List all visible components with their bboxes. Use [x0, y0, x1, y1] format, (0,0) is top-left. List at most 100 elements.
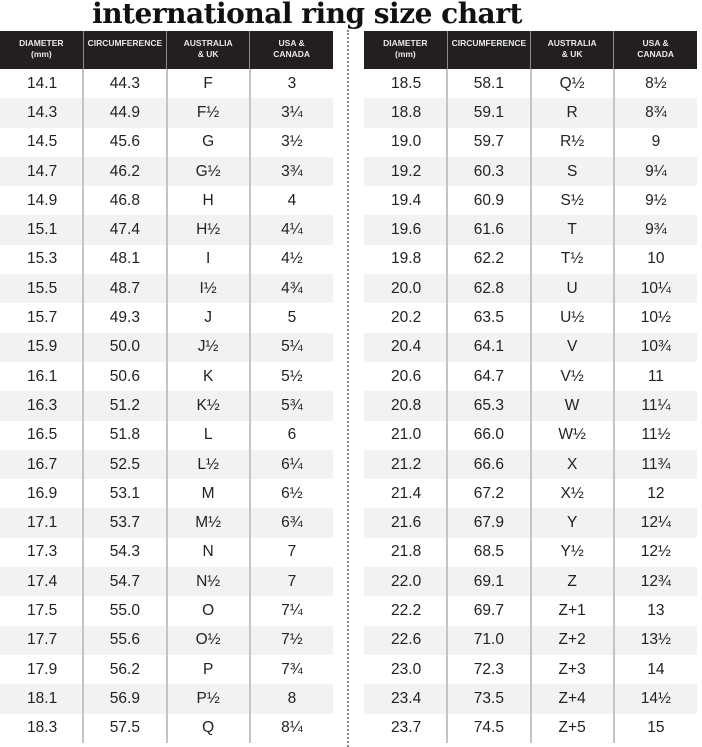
- cell-usa-canada: 9: [651, 133, 661, 151]
- cell-circumference: 68.5: [447, 537, 532, 568]
- cell-circumference: 73.5: [447, 684, 532, 714]
- cell-diameter: 17.1: [0, 508, 85, 538]
- cell-diameter: 14.5: [0, 127, 85, 157]
- cell-usa-canada: 14½: [613, 684, 697, 714]
- table-row: 17.7 55.6 O½ 7½: [0, 625, 333, 655]
- cell-diameter: 16.5: [0, 420, 85, 450]
- column-header-circumference: CIRCUMFERENCE: [83, 31, 168, 69]
- column-header-usa-canada: USA & CANADA: [249, 31, 333, 69]
- cell-australia-uk: R: [530, 98, 615, 128]
- table-row: 17.4 54.7 N½ 7: [0, 567, 333, 597]
- cell-circumference: 44.3: [83, 69, 168, 99]
- cell-usa-canada: 7: [287, 543, 297, 561]
- cell-usa-canada: 12¾: [613, 567, 697, 597]
- cell-diameter: 18.3: [0, 713, 85, 743]
- cell-circumference: 48.1: [83, 244, 168, 275]
- cell-australia-uk: Z+4: [530, 684, 615, 714]
- cell-australia-uk: H½: [166, 215, 251, 245]
- header-text: (mm): [30, 49, 52, 59]
- cell-circumference: 56.2: [83, 654, 168, 685]
- header-text: USA &: [278, 38, 305, 48]
- table-row: 15.9 50.0 J½ 5¼: [0, 332, 333, 362]
- cell-australia-uk: P: [166, 654, 251, 685]
- cell-australia-uk: Z+1: [530, 596, 615, 626]
- cell-usa-canada: 4: [287, 191, 297, 209]
- table-row: 23.7 74.5 Z+5 15: [364, 713, 697, 743]
- cell-australia-uk: V½: [530, 361, 615, 392]
- table-row: 20.8 65.3 W 11¼: [364, 391, 697, 421]
- cell-australia-uk: I½: [166, 274, 251, 304]
- column-header-diameter: DIAMETER (mm): [0, 31, 84, 69]
- cell-circumference: 58.1: [447, 69, 532, 99]
- table-row: 23.4 73.5 Z+4 14½: [364, 684, 697, 714]
- cell-diameter: 22.0: [364, 567, 449, 597]
- cell-circumference: 47.4: [83, 215, 168, 245]
- cell-usa-canada: 8¾: [613, 98, 697, 128]
- cell-circumference: 60.3: [447, 156, 532, 187]
- page-title: international ring size chart: [92, 0, 522, 30]
- cell-australia-uk: S½: [530, 186, 615, 216]
- cell-circumference: 72.3: [447, 654, 532, 685]
- cell-diameter: 22.2: [364, 596, 449, 626]
- header-text: CIRCUMFERENCE: [87, 38, 163, 48]
- cell-usa-canada: 6½: [281, 484, 303, 502]
- cell-australia-uk: F½: [166, 98, 251, 128]
- cell-usa-canada: 13: [647, 601, 665, 619]
- table-row: 17.1 53.7 M½ 6¾: [0, 508, 333, 538]
- dotted-divider: [347, 30, 349, 747]
- header-text: CIRCUMFERENCE: [451, 38, 527, 48]
- cell-circumference: 74.5: [447, 713, 532, 743]
- cell-australia-uk: F: [166, 69, 251, 99]
- cell-australia-uk: M: [166, 479, 251, 509]
- cell-circumference: 49.3: [83, 303, 168, 333]
- cell-diameter: 21.8: [364, 537, 449, 568]
- cell-diameter: 16.9: [0, 479, 85, 509]
- table-row: 19.8 62.2 T½ 10: [364, 244, 697, 275]
- cell-diameter: 15.9: [0, 332, 85, 362]
- cell-diameter: 19.8: [364, 244, 449, 275]
- cell-australia-uk: T½: [530, 244, 615, 275]
- cell-australia-uk: W: [530, 391, 615, 421]
- table-row: 16.7 52.5 L½ 6¼: [0, 449, 333, 480]
- cell-circumference: 45.6: [83, 127, 168, 157]
- table-row: 19.4 60.9 S½ 9½: [364, 186, 697, 216]
- cell-circumference: 56.9: [83, 684, 168, 714]
- cell-diameter: 14.9: [0, 186, 85, 216]
- cell-circumference: 52.5: [83, 449, 168, 480]
- cell-diameter: 17.7: [0, 625, 85, 655]
- cell-australia-uk: R½: [530, 127, 615, 157]
- header-text: CANADA: [637, 49, 675, 59]
- cell-circumference: 60.9: [447, 186, 532, 216]
- cell-diameter: 20.8: [364, 391, 449, 421]
- cell-diameter: 20.4: [364, 332, 449, 362]
- cell-circumference: 61.6: [447, 215, 532, 245]
- cell-circumference: 44.9: [83, 98, 168, 128]
- cell-diameter: 15.3: [0, 244, 85, 275]
- cell-usa-canada: 11½: [641, 426, 671, 444]
- cell-diameter: 16.1: [0, 361, 85, 392]
- table-row: 17.3 54.3 N 7: [0, 537, 333, 568]
- cell-usa-canada: 6: [287, 426, 297, 444]
- table-row: 22.2 69.7 Z+1 13: [364, 596, 697, 626]
- table-row: 17.9 56.2 P 7¾: [0, 654, 333, 685]
- table-row: 21.0 66.0 W½ 11½: [364, 420, 697, 450]
- cell-usa-canada: 11¼: [613, 391, 697, 421]
- column-header-circumference: CIRCUMFERENCE: [447, 31, 532, 69]
- cell-australia-uk: J½: [166, 332, 251, 362]
- cell-usa-canada: 6¾: [249, 508, 333, 538]
- cell-diameter: 18.5: [364, 69, 449, 99]
- cell-australia-uk: Q½: [530, 69, 615, 99]
- table-row: 20.0 62.8 U 10¼: [364, 274, 697, 304]
- table-row: 21.4 67.2 X½ 12: [364, 479, 697, 509]
- table-row: 18.3 57.5 Q 8¼: [0, 713, 333, 743]
- cell-diameter: 20.2: [364, 303, 449, 333]
- cell-usa-canada: 9¼: [613, 156, 697, 187]
- cell-circumference: 65.3: [447, 391, 532, 421]
- table-row: 15.5 48.7 I½ 4¾: [0, 274, 333, 304]
- cell-circumference: 46.8: [83, 186, 168, 216]
- table-row: 16.9 53.1 M 6½: [0, 479, 333, 509]
- cell-usa-canada: 6¼: [249, 449, 333, 480]
- cell-australia-uk: U½: [530, 303, 615, 333]
- cell-circumference: 50.6: [83, 361, 168, 392]
- cell-circumference: 54.3: [83, 537, 168, 568]
